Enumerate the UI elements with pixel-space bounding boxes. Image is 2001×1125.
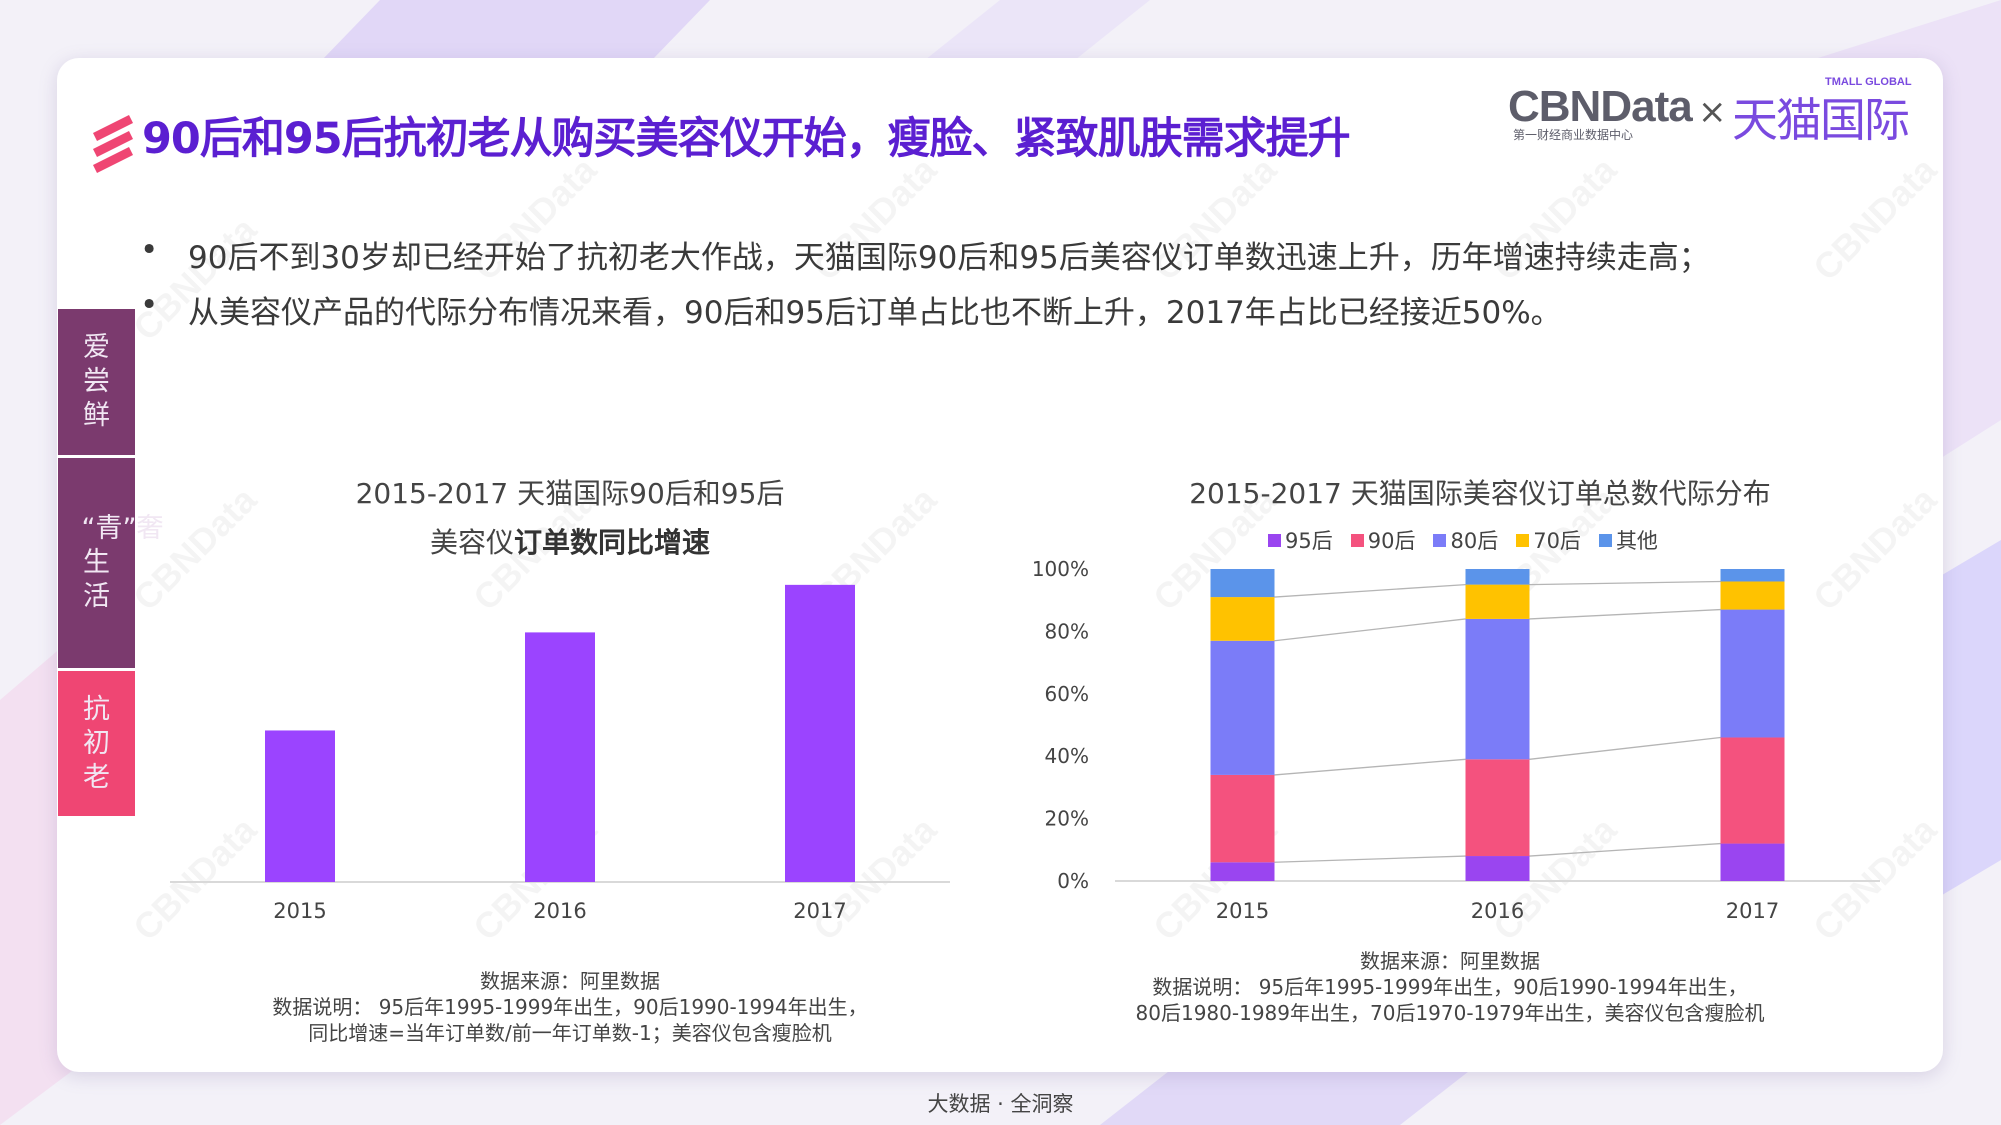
- bullet-text: 从美容仪产品的代际分布情况来看，90后和95后订单占比也不断上升，2017年占比…: [188, 295, 1562, 331]
- left-chart-title-normal: 美容仪: [429, 526, 514, 559]
- left-chart-bar: [265, 730, 335, 882]
- legend-item: 其他: [1598, 525, 1658, 555]
- legend-swatch-95: [1268, 533, 1281, 547]
- left-chart-title-bold: 订单数同比增速: [514, 526, 711, 559]
- side-tab-light-luxury[interactable]: “青”奢生活: [58, 458, 164, 668]
- right-chart-note-line1: 数据说明： 95后年1995-1999年出生，90后1990-1994年出生，: [1152, 975, 1748, 999]
- right-chart-note-line2: 80后1980-1989年出生，70后1970-1979年出生，美容仪包含瘦脸机: [1135, 1001, 1765, 1025]
- footer-slogan: 大数据 · 全洞察: [927, 1092, 1074, 1116]
- legend-item: 95后: [1268, 525, 1333, 555]
- right-chart-x-tick: 2017: [1726, 899, 1779, 923]
- right-chart-segment: [1465, 618, 1530, 760]
- right-chart-y-tick: 40%: [1045, 744, 1089, 768]
- right-chart-legend: 95后 90后 80后 70后 其他: [1268, 526, 1658, 554]
- left-chart-title-line2: 美容仪订单数同比增速: [270, 521, 870, 561]
- legend-label: 其他: [1615, 529, 1658, 553]
- left-chart-note-line1: 数据说明： 95后年1995-1999年出生，90后1990-1994年出生，: [272, 995, 868, 1019]
- right-chart-title: 2015-2017 天猫国际美容仪订单总数代际分布: [1189, 477, 1771, 510]
- right-chart-y-tick: 60%: [1045, 682, 1089, 706]
- tmall-global-logo-en: TMALL GLOBAL: [1825, 76, 1912, 88]
- left-chart-note-line2: 同比增速=当年订单数/前一年订单数-1；美容仪包含瘦脸机: [308, 1021, 832, 1045]
- triple-slash-icon: [93, 115, 133, 173]
- watermark: CBNData: [1805, 149, 1943, 289]
- cbndata-logo-text: CBNData: [1508, 82, 1693, 131]
- right-chart-x-tick: 2016: [1471, 899, 1524, 923]
- bullet-dot: •: [140, 287, 159, 323]
- right-chart-segment: [1210, 640, 1275, 775]
- side-tab-label: “青”奢生活: [81, 513, 164, 612]
- left-chart-bar: [785, 584, 855, 882]
- right-chart-connector: [1529, 842, 1721, 857]
- side-tab-label: 爱尝鲜: [83, 332, 110, 431]
- right-chart-segment: [1210, 569, 1275, 598]
- right-chart-connector: [1529, 608, 1721, 620]
- right-chart-segment: [1720, 609, 1785, 738]
- right-chart-connector: [1274, 618, 1466, 642]
- legend-label: 80后: [1450, 529, 1499, 553]
- side-tab-label: 抗初老: [83, 693, 110, 793]
- bullet-text: 90后不到30岁却已经开始了抗初老大作战，天猫国际90后和95后美容仪订单数迅速…: [188, 240, 1710, 276]
- left-chart-bar: [525, 632, 595, 882]
- left-chart-note: 数据来源：阿里数据 数据说明： 95后年1995-1999年出生，90后1990…: [200, 968, 940, 1046]
- right-chart-connector: [1274, 855, 1466, 863]
- right-chart-segment: [1720, 737, 1785, 844]
- right-chart-connector: [1529, 736, 1721, 760]
- right-chart-segment: [1465, 856, 1530, 881]
- logo-times-sign: ×: [1698, 92, 1727, 132]
- page-title: 90后和95后抗初老从购买美容仪开始，瘦脸、紧致肌肤需求提升: [142, 114, 1351, 164]
- right-chart-segment: [1465, 569, 1530, 585]
- right-chart-y-tick: 100%: [1032, 557, 1089, 581]
- summary-bullet: • 从美容仪产品的代际分布情况来看，90后和95后订单占比也不断上升，2017年…: [140, 287, 1710, 342]
- right-chart-segment: [1210, 862, 1275, 881]
- right-chart-segment: [1720, 843, 1785, 881]
- right-stacked-bar-chart: 0% 20% 40% 60% 80% 100% 2015 2016 2017: [1032, 557, 1880, 923]
- right-chart-connector: [1274, 758, 1466, 776]
- legend-item: 80后: [1433, 525, 1498, 555]
- right-chart-segment: [1720, 581, 1785, 610]
- right-chart-source: 数据来源：阿里数据: [1360, 949, 1540, 973]
- right-chart-connector: [1529, 580, 1721, 586]
- right-chart-connector: [1274, 583, 1466, 598]
- legend-label: 95后: [1285, 529, 1333, 553]
- side-tab-try-new[interactable]: 爱尝鲜: [58, 309, 135, 455]
- legend-swatch-80: [1433, 533, 1447, 547]
- right-chart-segment: [1210, 597, 1275, 641]
- legend-label: 90后: [1367, 529, 1416, 553]
- right-chart-y-tick: 0%: [1057, 869, 1089, 893]
- summary-bullets: • 90后不到30岁却已经开始了抗初老大作战，天猫国际90后和95后美容仪订单数…: [140, 232, 1710, 342]
- right-chart-note: 数据来源：阿里数据 数据说明： 95后年1995-1999年出生，90后1990…: [1080, 948, 1820, 1026]
- left-bar-chart: 2015 2016 2017: [170, 584, 950, 923]
- bullet-dot: •: [140, 232, 159, 268]
- right-chart-segment: [1465, 759, 1530, 857]
- left-chart-source: 数据来源：阿里数据: [480, 969, 660, 993]
- legend-label: 70后: [1533, 529, 1581, 553]
- left-chart-title-line1: 2015-2017 天猫国际90后和95后: [355, 477, 785, 510]
- content-card: CBNData CBNData CBNData CBNData CBNData …: [57, 58, 1943, 1072]
- right-chart-y-tick: 20%: [1045, 807, 1089, 831]
- legend-item: 90后: [1350, 525, 1416, 555]
- left-chart-x-tick: 2016: [533, 899, 586, 923]
- brand-logo: CBNData 第一财经商业数据中心 × TMALL GLOBAL 天猫国际: [1505, 74, 1925, 147]
- summary-bullet: • 90后不到30岁却已经开始了抗初老大作战，天猫国际90后和95后美容仪订单数…: [140, 232, 1710, 287]
- left-chart-x-tick: 2017: [793, 899, 846, 923]
- legend-swatch-70: [1516, 533, 1530, 547]
- legend-item: 70后: [1516, 525, 1581, 555]
- cbndata-logo-subtitle: 第一财经商业数据中心: [1513, 128, 1634, 142]
- right-chart-y-tick: 80%: [1045, 619, 1089, 643]
- right-chart-segment: [1465, 584, 1530, 619]
- right-chart-segment: [1720, 569, 1785, 582]
- legend-swatch-other: [1598, 533, 1612, 547]
- legend-swatch-90: [1350, 533, 1364, 547]
- right-chart-x-tick: 2015: [1216, 899, 1269, 923]
- left-chart-x-tick: 2015: [273, 899, 326, 923]
- side-tab-anti-aging[interactable]: 抗初老: [58, 671, 135, 816]
- tmall-global-logo: 天猫国际: [1732, 93, 1910, 147]
- right-chart-segment: [1210, 774, 1275, 863]
